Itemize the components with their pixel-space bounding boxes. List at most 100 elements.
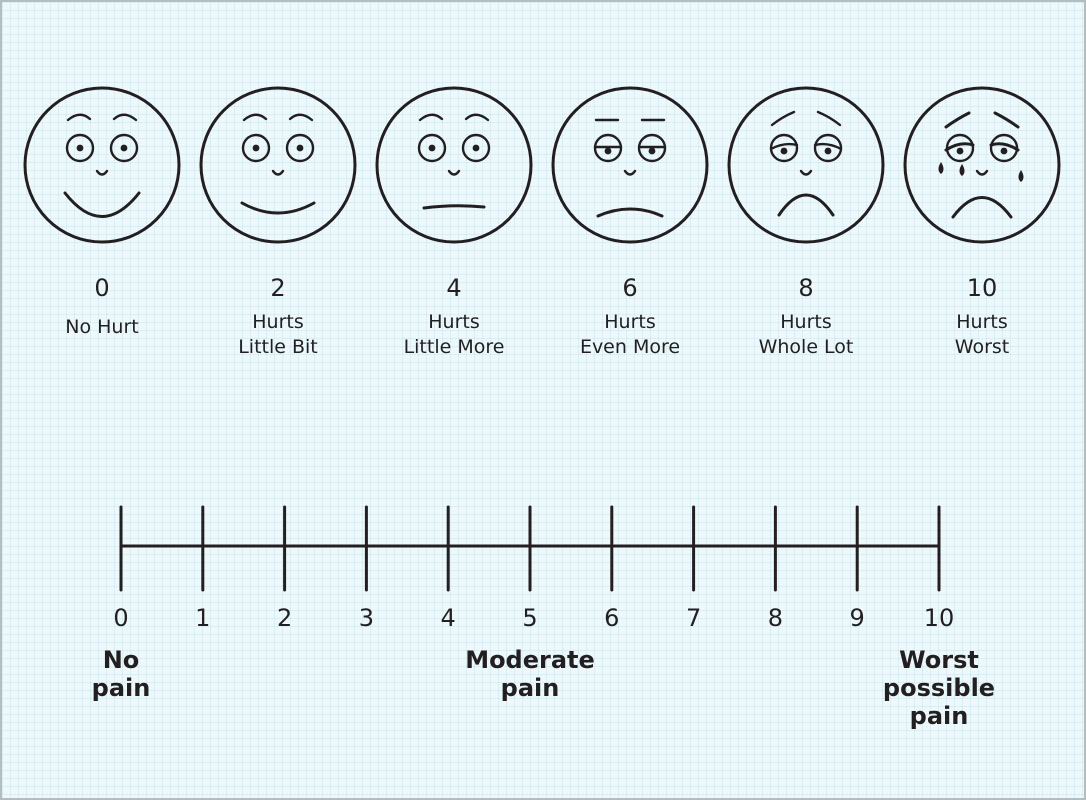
face-item-8: 8 Hurts Whole Lot <box>727 86 885 358</box>
face-score: 10 <box>967 274 998 302</box>
nose <box>95 169 109 176</box>
pupil <box>780 147 788 155</box>
mouth <box>777 193 835 217</box>
scale-tick-label: 2 <box>277 604 292 632</box>
mouth <box>596 207 664 218</box>
slight-frown-face-icon <box>551 86 709 244</box>
face-description: Hurts <box>956 311 1008 333</box>
face-score: 4 <box>446 274 461 302</box>
crying-face-icon <box>903 86 1061 244</box>
face-item-6: 6 Hurts Even More <box>551 86 709 358</box>
anchor-text: pain <box>910 702 969 730</box>
anchor-text: Moderate <box>465 646 595 674</box>
eyelid <box>989 142 1020 152</box>
scale-tick-label: 10 <box>924 604 955 632</box>
smile-face-icon <box>199 86 357 244</box>
eyelid <box>813 142 843 151</box>
face-score: 8 <box>798 274 813 302</box>
scale-tick-label: 8 <box>768 604 783 632</box>
anchor-text: possible <box>883 674 995 702</box>
face-score: 2 <box>270 274 285 302</box>
pupil <box>252 144 260 152</box>
eye <box>417 133 447 163</box>
nose <box>799 169 813 176</box>
tear-drop <box>938 162 944 174</box>
mouth <box>951 196 1013 219</box>
eyebrow <box>242 113 268 122</box>
face-description: Hurts <box>604 311 656 333</box>
eyebrow <box>464 113 490 122</box>
face-outline <box>551 86 709 244</box>
face-outline <box>375 86 533 244</box>
face-outline <box>727 86 885 244</box>
face-score: 6 <box>622 274 637 302</box>
face-outline <box>23 86 181 244</box>
face-item-2: 2 Hurts Little Bit <box>199 86 357 358</box>
scale-tick-label: 7 <box>686 604 701 632</box>
mouth <box>240 201 316 215</box>
face-description: Worst <box>955 336 1009 358</box>
eye <box>241 133 271 163</box>
pupil <box>296 144 304 152</box>
nose <box>447 169 461 176</box>
pupil <box>604 147 612 155</box>
eyebrow <box>112 113 138 122</box>
eye <box>285 133 315 163</box>
face-item-0: 0 No Hurt <box>23 86 181 338</box>
scale-tick-label: 1 <box>195 604 210 632</box>
anchor-text: pain <box>501 674 560 702</box>
face-outline <box>199 86 357 244</box>
pupil <box>956 147 964 155</box>
scale-tick-label: 3 <box>359 604 374 632</box>
nose <box>271 169 285 176</box>
mouth <box>63 191 141 218</box>
scale-tick-label: 4 <box>441 604 456 632</box>
nose <box>975 169 989 176</box>
pupil <box>824 147 832 155</box>
face-score: 0 <box>94 274 109 302</box>
faces-rating-scale: 0 No Hurt 2 Hurts Little Bit 4 Hurts Little Mor… <box>23 86 1061 358</box>
anchor-text: Worst <box>899 646 979 674</box>
numeric-rating-scale: 0 1 2 3 4 5 6 7 8 9 10NopainModeratepainWorstpossi… <box>92 505 995 730</box>
pupil <box>472 144 480 152</box>
eyebrow <box>288 113 314 122</box>
eye <box>461 133 491 163</box>
pupil <box>648 147 656 155</box>
face-item-10: 10 Hurts Worst <box>903 86 1061 358</box>
face-description: Hurts <box>252 311 304 333</box>
eyelid <box>944 142 975 152</box>
tear-drop <box>1018 170 1024 182</box>
eyebrow <box>816 110 842 127</box>
eyebrow <box>66 113 92 122</box>
eyebrow <box>944 111 971 129</box>
pupil <box>428 144 436 152</box>
neutral-face-icon <box>375 86 533 244</box>
face-description: Hurts <box>780 311 832 333</box>
face-description: Little Bit <box>238 336 318 358</box>
tear-drop <box>959 164 965 176</box>
eyebrow <box>418 113 444 122</box>
anchor-text: pain <box>92 674 151 702</box>
scale-tick-label: 0 <box>113 604 128 632</box>
eye <box>109 133 139 163</box>
eye <box>65 133 95 163</box>
big-smile-face-icon <box>23 86 181 244</box>
scale-tick-label: 9 <box>850 604 865 632</box>
face-description: No Hurt <box>65 316 138 338</box>
eyelid <box>769 142 799 151</box>
eyebrow <box>993 111 1020 129</box>
face-description: Even More <box>580 336 680 358</box>
face-description: Little More <box>404 336 505 358</box>
face-description: Whole Lot <box>759 336 854 358</box>
scale-tick-label: 6 <box>604 604 619 632</box>
anchor-text: No <box>103 646 140 674</box>
mouth <box>422 204 486 210</box>
eyebrow <box>770 110 796 127</box>
pupil <box>120 144 128 152</box>
face-description: Hurts <box>428 311 480 333</box>
